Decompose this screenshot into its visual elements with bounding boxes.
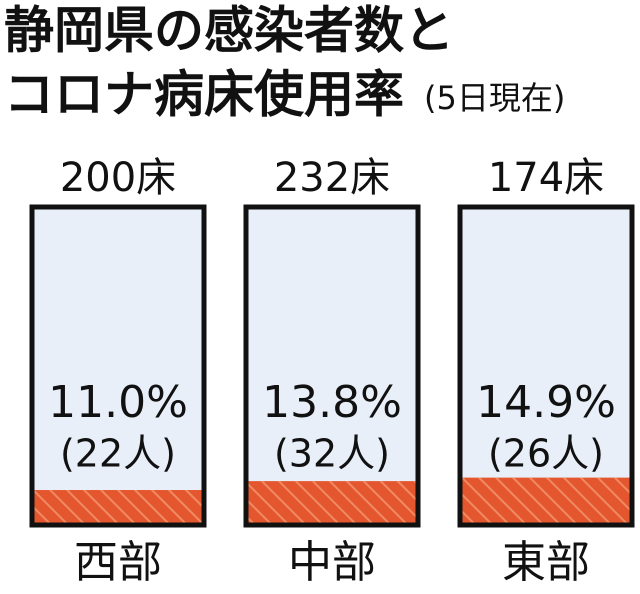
container-border xyxy=(29,204,207,528)
x-tick-label: 中部 xyxy=(288,537,376,588)
capacity-label: 200床 xyxy=(60,155,176,201)
x-tick-label: 西部 xyxy=(74,537,162,588)
bar-hatch xyxy=(460,477,632,525)
value-label: 13.8% xyxy=(262,377,402,428)
container-border xyxy=(243,204,421,528)
bar-hatch xyxy=(32,490,204,525)
chart-title: 静岡県の感染者数と xyxy=(4,2,454,60)
patients-label: (32人) xyxy=(274,432,390,476)
x-tick-label: 東部 xyxy=(502,537,590,588)
patients-label: (22人) xyxy=(60,432,176,476)
chart-note: (5日現在) xyxy=(424,79,565,117)
container xyxy=(246,207,418,525)
bar-hatch xyxy=(246,481,418,525)
capacity-label: 174床 xyxy=(488,155,604,201)
capacity-label: 232床 xyxy=(274,155,390,201)
value-label: 14.9% xyxy=(476,377,616,428)
patients-label: (26人) xyxy=(488,432,604,476)
container-border xyxy=(457,204,635,528)
container xyxy=(460,207,632,525)
value-label: 11.0% xyxy=(48,377,188,428)
container xyxy=(32,207,204,525)
chart-subtitle: コロナ病床使用率 xyxy=(4,66,404,124)
